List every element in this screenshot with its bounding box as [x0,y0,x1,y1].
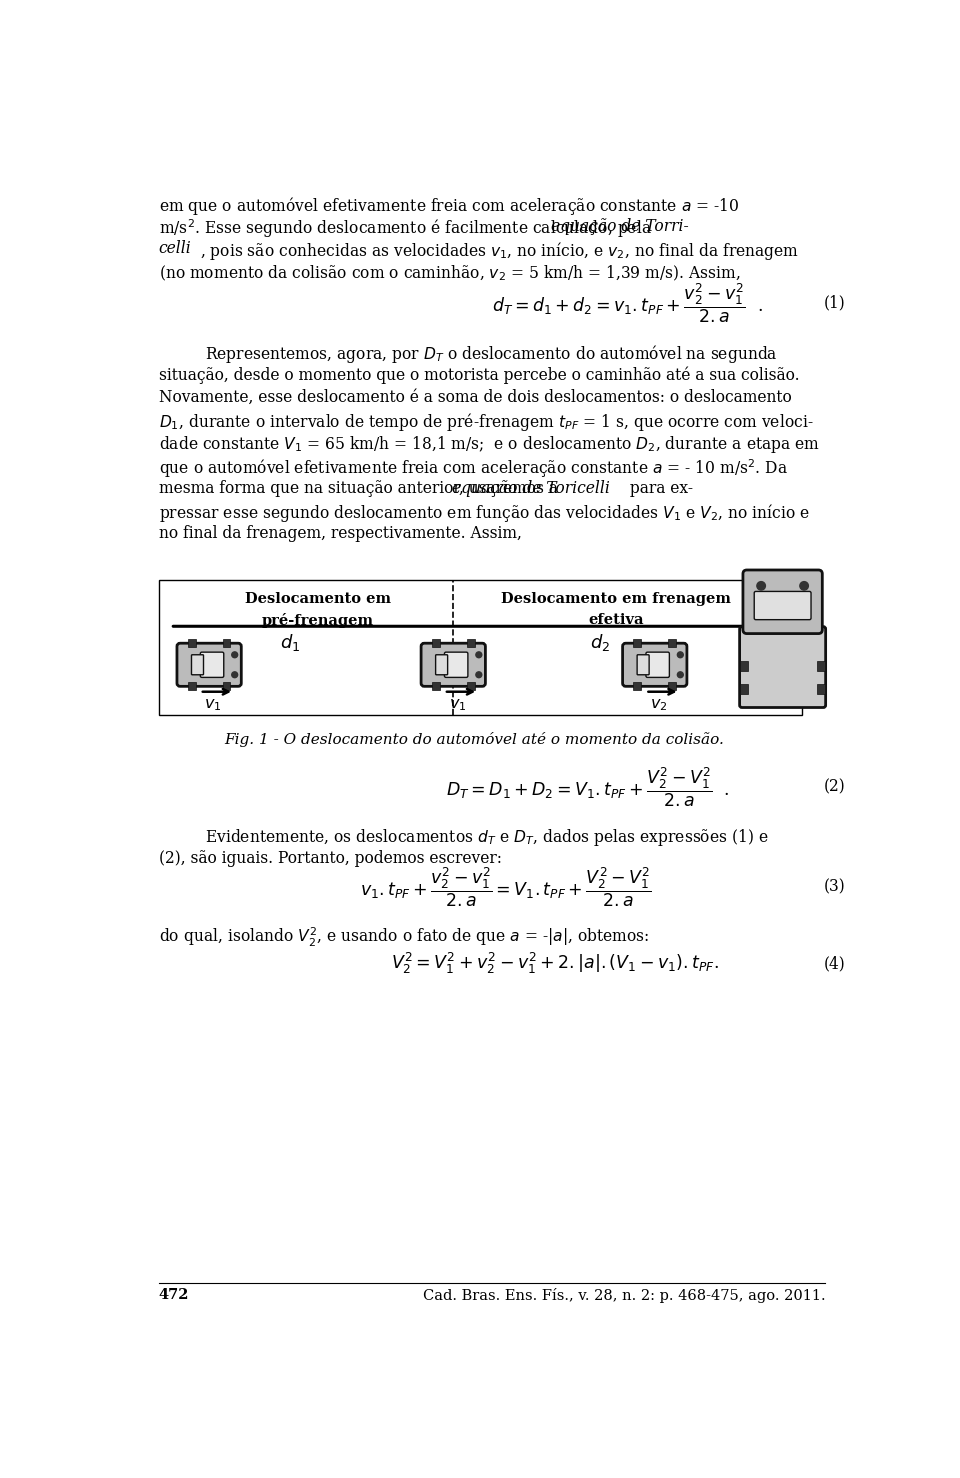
Bar [467,640,474,647]
Text: pressar esse segundo deslocamento em função das velocidades $V_1$ e $V_2$, no in: pressar esse segundo deslocamento em fun… [158,503,809,525]
Bar [188,683,196,690]
Text: para ex-: para ex- [625,479,693,497]
Text: equação de Torri-: equação de Torri- [551,217,688,235]
Bar [817,661,825,671]
Text: efetiva: efetiva [588,613,644,627]
Bar [634,683,641,690]
FancyBboxPatch shape [444,652,468,677]
FancyBboxPatch shape [201,652,224,677]
FancyBboxPatch shape [637,655,649,675]
Text: que o automóvel efetivamente freia com aceleração constante $a$ = - 10 m/s$^2$. : que o automóvel efetivamente freia com a… [158,457,787,479]
Text: $V_2^2 = V_1^2 + v_2^2 - v_1^2 + 2.|a|.(V_1 - v_1).t_{PF}$.: $V_2^2 = V_1^2 + v_2^2 - v_1^2 + 2.|a|.(… [392,952,719,977]
Text: celli: celli [158,241,191,257]
Bar [432,683,440,690]
Text: no final da frenagem, respectivamente. Assim,: no final da frenagem, respectivamente. A… [158,525,521,542]
Text: Representemos, agora, por $D_T$ o deslocamento do automóvel na segunda: Representemos, agora, por $D_T$ o desloc… [205,343,778,365]
FancyBboxPatch shape [646,652,669,677]
FancyBboxPatch shape [755,591,811,619]
Bar [668,640,676,647]
Bar [223,640,230,647]
Text: (no momento da colisão com o caminhão, $v_2$ = 5 km/h = 1,39 m/s). Assim,: (no momento da colisão com o caminhão, $… [158,263,740,282]
Text: (2): (2) [824,779,846,795]
Bar [432,640,440,647]
Text: Deslocamento em frenagem: Deslocamento em frenagem [501,591,731,606]
Text: $d_2$: $d_2$ [590,633,611,653]
Text: Deslocamento em: Deslocamento em [245,591,391,606]
Text: do qual, isolando $V_2^2$, e usando o fato de que $a$ = -|$a$|, obtemos:: do qual, isolando $V_2^2$, e usando o fa… [158,925,649,949]
Circle shape [231,672,238,678]
Circle shape [678,652,684,658]
Text: Cad. Bras. Ens. Fís., v. 28, n. 2: p. 468-475, ago. 2011.: Cad. Bras. Ens. Fís., v. 28, n. 2: p. 46… [422,1289,826,1304]
FancyBboxPatch shape [436,655,447,675]
Text: $v_1$: $v_1$ [448,696,466,712]
FancyBboxPatch shape [743,571,823,634]
Text: pré-frenagem: pré-frenagem [262,613,373,628]
Text: (3): (3) [824,878,846,896]
Bar [158,579,802,715]
FancyBboxPatch shape [739,627,826,708]
FancyBboxPatch shape [623,643,687,686]
Text: (1): (1) [824,294,846,312]
Circle shape [800,582,808,590]
Text: (4): (4) [824,955,846,973]
Text: $v_2$: $v_2$ [650,696,667,712]
Text: situação, desde o momento que o motorista percebe o caminhão até a sua colisão.: situação, desde o momento que o motorist… [158,367,800,383]
Text: em que o automóvel efetivamente freia com aceleração constante $a$ = -10: em que o automóvel efetivamente freia co… [158,195,739,217]
Bar [634,640,641,647]
Text: $v_1 . t_{PF} + \dfrac{v_2^2-v_1^2}{2.a} = V_1 . t_{PF} + \dfrac{V_2^2-V_1^2}{2.: $v_1 . t_{PF} + \dfrac{v_2^2-v_1^2}{2.a}… [360,865,652,909]
Bar [740,661,748,671]
Text: mesma forma que na situação anterior, usaremos a: mesma forma que na situação anterior, us… [158,479,563,497]
Circle shape [476,652,482,658]
Bar [740,684,748,693]
Text: dade constante $V_1$ = 65 km/h = 18,1 m/s;  e o deslocamento $D_2$, durante a et: dade constante $V_1$ = 65 km/h = 18,1 m/… [158,435,820,455]
Circle shape [476,672,482,678]
Circle shape [678,672,684,678]
Text: $d_1$: $d_1$ [280,633,300,653]
FancyBboxPatch shape [177,643,241,686]
Bar [188,640,196,647]
Circle shape [756,582,765,590]
Text: Fig. 1 - O deslocamento do automóvel até o momento da colisão.: Fig. 1 - O deslocamento do automóvel até… [225,732,725,746]
Text: $D_1$, durante o intervalo de tempo de pré-frenagem $t_{PF}$ = 1 s, que ocorre c: $D_1$, durante o intervalo de tempo de p… [158,411,813,433]
Text: Novamente, esse deslocamento é a soma de dois deslocamentos: o deslocamento: Novamente, esse deslocamento é a soma de… [158,389,791,406]
FancyBboxPatch shape [191,655,204,675]
Text: $v_1$: $v_1$ [204,696,222,712]
Text: m/s$^2$. Esse segundo deslocamento é facilmente calculado, pela: m/s$^2$. Esse segundo deslocamento é fac… [158,217,652,241]
FancyBboxPatch shape [421,643,486,686]
Text: Evidentemente, os deslocamentos $d_T$ e $D_T$, dados pelas expressões (1) e: Evidentemente, os deslocamentos $d_T$ e … [205,828,769,848]
Text: 472: 472 [158,1289,189,1302]
Text: equação de Toricelli: equação de Toricelli [452,479,611,497]
Bar [817,684,825,693]
Bar [467,683,474,690]
Text: (2), são iguais. Portanto, podemos escrever:: (2), são iguais. Portanto, podemos escre… [158,850,502,868]
Bar [668,683,676,690]
Text: , pois são conhecidas as velocidades $v_1$, no início, e $v_2$, no final da fren: , pois são conhecidas as velocidades $v_… [200,241,799,263]
Bar [223,683,230,690]
Text: $d_T = d_1 + d_2 = v_1 . t_{PF} + \dfrac{v_2^2-v_1^2}{2.a}$  .: $d_T = d_1 + d_2 = v_1 . t_{PF} + \dfrac… [492,281,763,325]
Circle shape [231,652,238,658]
Text: $D_T = D_1 + D_2 = V_1 . t_{PF} + \dfrac{V_2^2-V_1^2}{2.a}$  .: $D_T = D_1 + D_2 = V_1 . t_{PF} + \dfrac… [445,766,730,808]
